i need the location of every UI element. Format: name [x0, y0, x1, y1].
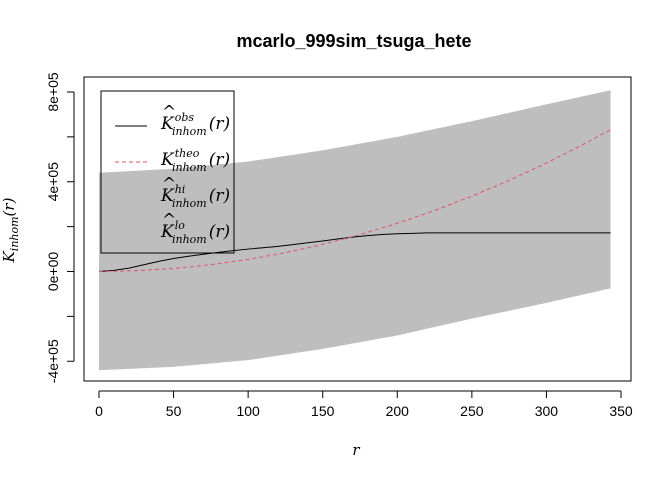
legend-label-lo: Klo inhom (r): [160, 219, 230, 246]
x-tick-label-2: 100: [236, 403, 260, 419]
y-axis-title-arg: (r): [0, 197, 18, 216]
svg-text:Kinhom(r): Kinhom(r): [0, 197, 21, 263]
legend-box: [100, 90, 235, 254]
y-tick-label-2: 4e+05: [45, 162, 61, 202]
series-line-theo: [98, 129, 611, 272]
plot-area: 0 50 100 150 200 250 300 350 -4e+05 0e+00 4e+05 8e+…: [45, 72, 633, 419]
legend-hat-obs: ^: [162, 102, 176, 122]
legend-label-hi: Khi inhom (r): [160, 183, 230, 210]
legend: Kobs inhom (r)^Ktheo inhom (r)Khi inhom (r)^Kl…: [100, 90, 235, 254]
legend-label-obs: Kobs inhom (r): [160, 111, 230, 138]
x-tick-label-5: 250: [460, 403, 484, 419]
x-tick-label-1: 50: [166, 403, 182, 419]
y-tick-label-3: 8e+05: [45, 72, 61, 112]
y-tick-label-0: -4e+05: [45, 339, 61, 383]
y-axis-title: Kinhom(r): [0, 197, 21, 263]
x-tick-label-4: 200: [386, 403, 410, 419]
legend-hat-hi: ^: [162, 174, 176, 194]
legend-label-theo: Ktheo inhom (r): [160, 147, 230, 174]
y-axis-title-main: K: [0, 250, 18, 263]
plot-frame: [83, 76, 632, 382]
x-tick-label-6: 300: [535, 403, 559, 419]
y-tick-label-1: 0e+00: [45, 252, 61, 292]
x-tick-label-3: 150: [311, 403, 335, 419]
y-axis-title-sub: inhom: [8, 216, 21, 251]
x-axis-title: r: [352, 441, 360, 459]
envelope-band: [99, 90, 611, 371]
x-tick-label-0: 0: [95, 403, 103, 419]
series-line-obs: [98, 232, 611, 272]
legend-hat-lo: ^: [162, 210, 176, 230]
chart-title: mcarlo_999sim_tsuga_hete: [236, 31, 471, 51]
x-tick-label-7: 350: [609, 403, 633, 419]
